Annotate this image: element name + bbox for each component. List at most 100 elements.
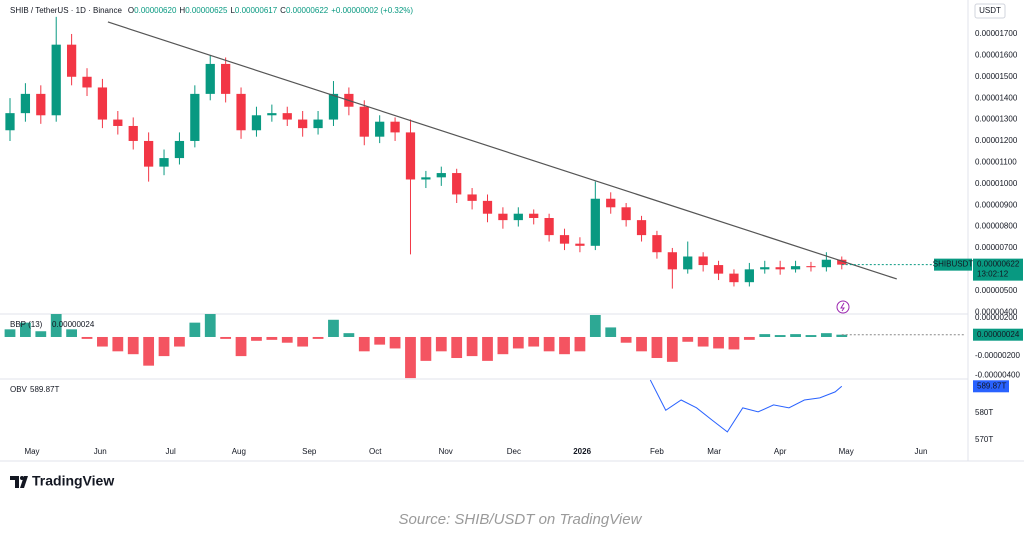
y-tick-label: 0.00000900 [975,200,1018,209]
logo-text: TradingView [32,473,114,489]
candle-body [683,256,693,270]
obv-line [649,379,843,433]
bbp-bar [451,336,463,359]
currency[interactable]: USDT [979,6,1001,15]
candle-body [282,113,292,120]
currency-button[interactable] [974,3,1006,19]
y-tick-label: 580T [975,408,993,417]
x-tick-label: Sep [302,447,317,456]
logo-dot [20,476,24,480]
bbp-bar [512,336,524,349]
bbp-bar [620,336,632,343]
x-tick-label: Oct [369,447,382,456]
bbp-bar [420,336,432,361]
symbol: SHIB / TetherUS · 1D · Binance [10,6,122,15]
candle-body [667,252,677,270]
candle-body [236,93,246,131]
bbp-bar [559,336,570,355]
bbp-bar [4,329,16,337]
ohlc-value: 0.00000617 [235,6,278,15]
y-tick-label: 0.00001500 [975,72,1018,81]
bbp-bar [358,336,370,352]
candle-body [97,87,108,120]
symbol-label: SHIBUSDT [933,260,974,269]
bbp-bar [774,335,786,337]
candle-body [698,256,708,266]
x-tick-label: Mar [707,447,721,456]
candle-body [544,217,554,236]
candle-body [775,267,785,270]
candle-body [467,194,477,201]
bbp-bar [204,314,216,337]
candle-body [421,177,431,180]
candle-body [837,259,847,265]
candle-body [375,121,385,137]
candle-body [452,173,462,195]
y-tick-label: 0.00001100 [975,157,1017,166]
candle-body [313,119,323,129]
ohlc-key: O [128,6,134,15]
bbp-bar [374,336,386,345]
event-icon[interactable] [836,300,850,314]
bbp-bar [251,336,262,341]
x-tick-label: 2026 [573,447,591,456]
bbp-bar [297,336,309,347]
candle-body [267,113,277,116]
bbp-bar [343,333,355,337]
bbp-bar [589,315,601,337]
bbp-bar [543,336,555,352]
bbp-bar [35,331,47,337]
candle-body [328,93,339,120]
bbp-bar [666,336,678,362]
y-tick-label: 0.00000400 [975,307,1018,316]
candle-body [760,267,770,270]
candle-body [159,158,169,167]
x-tick-label: Aug [232,447,246,456]
bbp-bar [682,336,694,342]
trendline [107,21,897,280]
last-price-label: 0.00000622 [977,260,1020,269]
bbp-bar [728,336,740,350]
ohlc-key: C [280,6,286,15]
last-price-box [973,258,1023,281]
bbp-bar [112,336,124,352]
candle-body [51,44,61,116]
last-value-box [973,328,1023,341]
candle-body [821,259,831,268]
x-tick-label: May [24,447,39,456]
bbp-bar [50,314,62,337]
bbp-bar [482,336,493,361]
bbp-bar [312,336,324,339]
candle-body [636,220,647,236]
candle-body [529,213,539,218]
candle-body [390,121,400,133]
bbp-bar [389,336,401,349]
last-value-label: 589.87T [977,381,1006,390]
bbp-bar [528,336,540,347]
candle-body [144,140,154,167]
bbp-bar [81,336,93,339]
bbp-bar [636,336,647,352]
y-tick-label: 570T [975,435,993,444]
candle-body [128,125,138,141]
bbp-bar [466,336,478,357]
bbp-bar [697,336,709,347]
candle-body [190,93,200,141]
bbp-bar [20,322,31,337]
candle-body [113,119,123,126]
indicator-title: OBV [10,385,28,394]
bbp-bar [405,336,416,379]
y-tick-label: 0.00000200 [975,313,1018,322]
candle-body [66,44,77,77]
y-tick-label: -0.00000400 [975,370,1020,379]
bbp-bar [574,336,586,352]
y-tick-label: 0.00001600 [975,50,1018,59]
bbp-bar [127,336,139,355]
x-tick-label: Jun [915,447,928,456]
candle-body [575,243,585,246]
y-tick-label: 0.00001000 [975,179,1018,188]
candle-body [482,200,493,214]
candle-body [790,266,801,270]
bbp-bar [189,322,201,337]
bbp-bar [435,336,447,352]
